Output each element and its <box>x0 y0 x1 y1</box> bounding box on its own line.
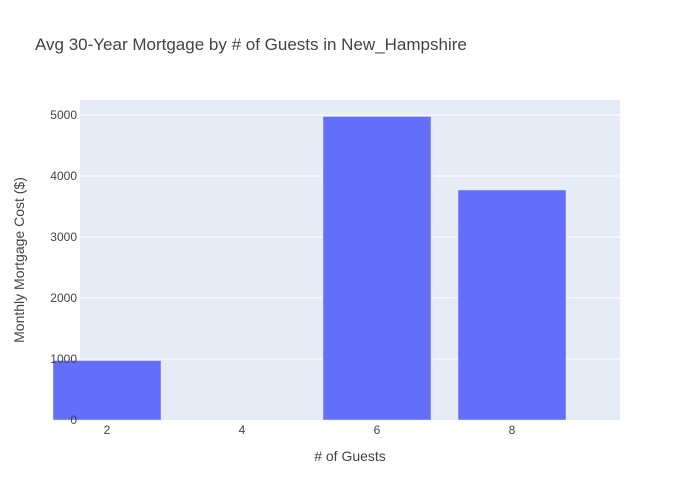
y-tick-label: 3000 <box>50 230 77 244</box>
y-tick-label: 0 <box>70 413 77 427</box>
y-axis-ticks: 0 1000 2000 3000 4000 5000 <box>50 108 77 427</box>
y-tick-label: 1000 <box>50 352 77 366</box>
y-axis-label: Monthly Mortgage Cost ($) <box>11 177 27 343</box>
bar[interactable] <box>52 360 162 421</box>
y-tick-label: 4000 <box>50 169 77 183</box>
x-tick-label: 4 <box>239 423 246 437</box>
y-tick-label: 5000 <box>50 108 77 122</box>
bar[interactable] <box>457 189 567 421</box>
bar[interactable] <box>322 116 432 421</box>
bars <box>52 116 567 421</box>
x-tick-label: 6 <box>374 423 381 437</box>
x-tick-label: 2 <box>104 423 111 437</box>
x-tick-label: 8 <box>509 423 516 437</box>
x-axis-label: # of Guests <box>314 448 386 464</box>
y-tick-label: 2000 <box>50 291 77 305</box>
x-axis-ticks: 2 4 6 8 <box>104 423 516 437</box>
chart-title: Avg 30-Year Mortgage by # of Guests in N… <box>35 35 467 54</box>
